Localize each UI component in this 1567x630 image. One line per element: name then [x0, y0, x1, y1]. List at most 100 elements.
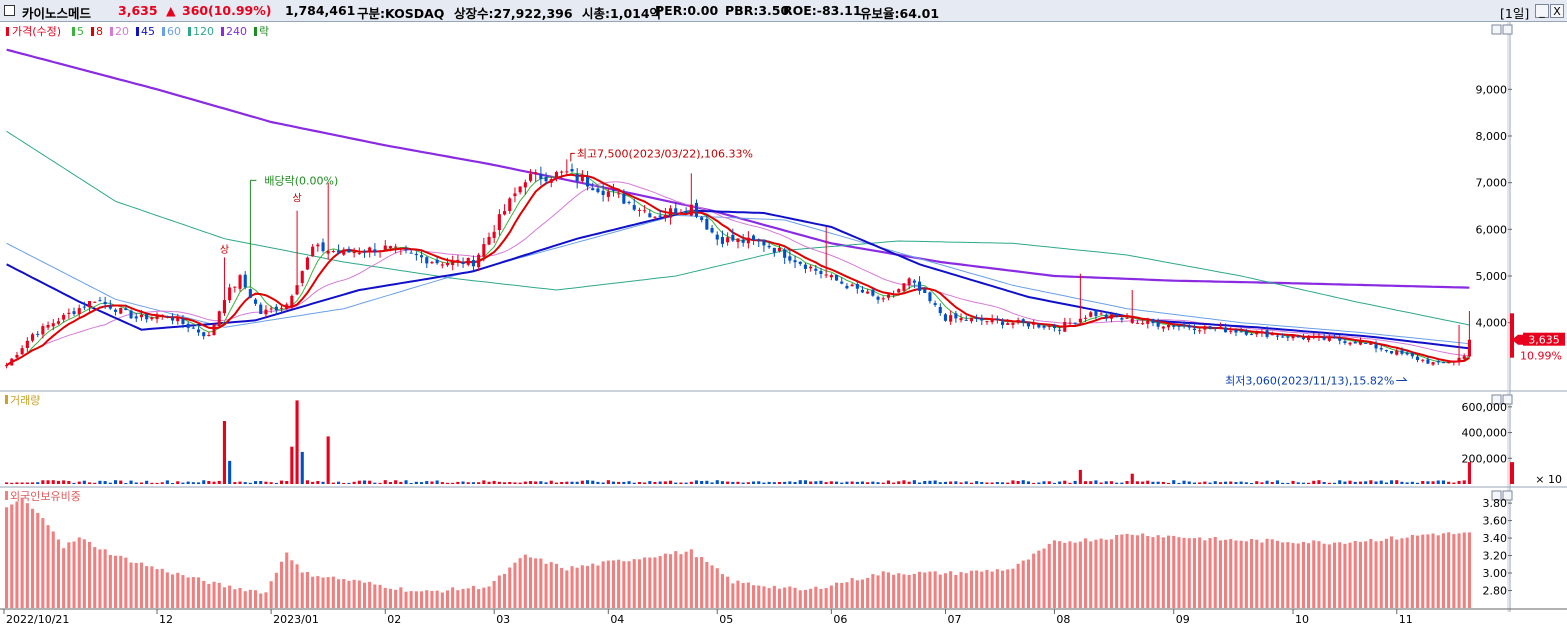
volume-bar	[1436, 480, 1440, 484]
candle-body	[809, 266, 813, 269]
foreign-bar	[1001, 570, 1005, 608]
volume-bar	[1037, 482, 1041, 484]
volume-bar	[202, 480, 206, 484]
foreign-bar	[440, 592, 444, 608]
volume-bar	[918, 482, 922, 484]
volume-bar	[1364, 481, 1368, 484]
candle-body	[1135, 322, 1139, 324]
candle-body	[311, 246, 315, 257]
candle-body	[1441, 362, 1445, 364]
volume-bar	[684, 482, 688, 484]
candle-body	[1348, 342, 1352, 345]
volume-bar	[897, 481, 901, 484]
moving-averages	[6, 48, 1470, 367]
foreign-bar	[949, 571, 953, 608]
candle-body	[124, 308, 128, 311]
foreign-bar	[466, 588, 470, 608]
foreign-bar	[316, 576, 320, 608]
candle-body	[741, 239, 745, 243]
candle-body	[1084, 317, 1088, 319]
candle-body	[975, 317, 979, 319]
volume-bar	[1032, 482, 1036, 484]
candle-body	[1130, 318, 1134, 323]
volume-bar	[1379, 480, 1383, 484]
volume-bar	[1255, 481, 1259, 484]
foreign-bar	[969, 570, 973, 608]
foreign-bar	[238, 588, 242, 608]
foreign-bar	[529, 557, 533, 608]
legend-ma-swatch	[72, 27, 75, 36]
foreign-bar	[1457, 533, 1461, 608]
candle-body	[1234, 329, 1238, 333]
candle-body	[176, 317, 180, 322]
volume-bar	[1058, 481, 1062, 484]
candle-body	[1099, 313, 1103, 315]
candle-body	[1125, 317, 1129, 319]
volume-bar	[1441, 480, 1445, 484]
volume-bar	[1161, 481, 1165, 484]
select-checkbox[interactable]	[4, 5, 15, 16]
foreign-bar	[1192, 538, 1196, 608]
candle-body	[404, 249, 408, 251]
volume-bar	[285, 481, 289, 484]
close-button[interactable]: X	[1550, 4, 1564, 18]
candle-body	[783, 249, 787, 258]
volume-bar	[311, 481, 315, 484]
high-annotation: 최고7,500(2023/03/22),106.33%	[577, 147, 753, 160]
volume-bar	[373, 482, 377, 484]
foreign-bar	[1301, 541, 1305, 608]
panel-minimize-button[interactable]	[1491, 490, 1502, 501]
candle-body	[461, 261, 465, 264]
foreign-bar	[1224, 539, 1228, 608]
foreign-bar	[757, 585, 761, 608]
candle-body	[886, 294, 890, 298]
legend-drop-swatch	[254, 27, 257, 36]
candle-body	[554, 172, 558, 179]
volume-bar	[503, 482, 507, 484]
price-range-marker	[1510, 313, 1514, 358]
candle-body	[803, 264, 807, 269]
volume-bar	[907, 481, 911, 484]
candle-body	[824, 274, 828, 276]
volume-bar	[1109, 481, 1113, 484]
candle-body	[964, 319, 968, 321]
candle-body	[1218, 326, 1222, 329]
candle-body	[1177, 325, 1181, 327]
volume-bar	[1467, 462, 1471, 484]
candle-body	[233, 286, 237, 288]
volume-bar	[954, 481, 958, 484]
minimize-button[interactable]: _	[1535, 4, 1549, 18]
volume-bar	[477, 482, 481, 484]
candle-body	[529, 174, 533, 181]
panel-minimize-button[interactable]	[1491, 394, 1502, 405]
panel-close-button[interactable]	[1502, 394, 1513, 405]
foreign-bar	[264, 592, 268, 608]
foreign-bar	[586, 565, 590, 608]
candle-body	[10, 358, 14, 366]
stock-name: 카이노스메드	[22, 6, 92, 21]
volume-bar	[508, 482, 512, 484]
candle-body	[1011, 322, 1015, 325]
candle-body	[1203, 326, 1207, 330]
volume-bar	[119, 480, 123, 484]
foreign-bar	[82, 539, 86, 608]
foreign-bar	[1343, 543, 1347, 608]
candle-body	[456, 259, 460, 263]
candle-body	[855, 284, 859, 289]
candle-body	[331, 251, 335, 253]
panel-minimize-button[interactable]	[1491, 24, 1502, 35]
foreign-bar	[679, 554, 683, 608]
volume-bar	[829, 481, 833, 484]
volume-bar	[1286, 482, 1290, 484]
foreign-bar	[918, 571, 922, 608]
panel-close-button[interactable]	[1502, 24, 1513, 35]
candle-body	[191, 327, 195, 329]
x-axis: 2022/10/21 12 2023/01 02 03 04 05 06 07 08 09 10 11	[0, 608, 1567, 626]
volume-bar	[1115, 482, 1119, 484]
foreign-bar	[1250, 539, 1254, 608]
panel-close-button[interactable]	[1502, 490, 1513, 501]
candle-body	[321, 242, 325, 252]
foreign-bar	[487, 586, 491, 608]
candle-body	[845, 285, 849, 289]
period-selector[interactable]: [1일]	[1500, 6, 1530, 21]
